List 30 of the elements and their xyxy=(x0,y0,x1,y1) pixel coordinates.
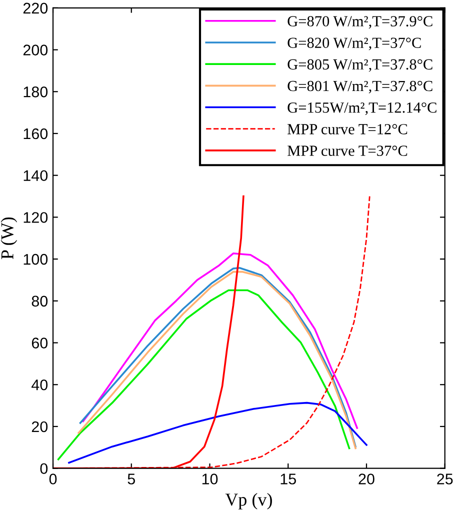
line-series xyxy=(82,252,358,429)
x-tick-label: 5 xyxy=(128,474,135,484)
y-axis-title: P (W) xyxy=(0,217,18,260)
legend-label: G=820 W/m²,T=37°C xyxy=(288,38,421,50)
x-tick-label: 15 xyxy=(280,474,296,484)
y-tick-label: 160 xyxy=(24,128,48,140)
line-series xyxy=(68,402,368,464)
y-tick-label: 60 xyxy=(32,338,48,348)
y-tick-label: 200 xyxy=(23,44,48,56)
y-tick-label: 100 xyxy=(24,254,48,265)
y-tick-label: 140 xyxy=(24,170,48,182)
legend-label: G=155W/m²,T=12.14°C xyxy=(288,102,436,115)
legend-label: G=805 W/m²,T=37.8°C xyxy=(288,59,432,72)
legend-label: MPP curve T=12°C xyxy=(288,124,408,134)
y-tick-label: 0 xyxy=(40,463,48,474)
line-series xyxy=(57,289,350,460)
legend-label: G=870 W/m²,T=37.9°C xyxy=(288,16,432,29)
legend-label: G=801 W/m²,T=37.8°C xyxy=(288,80,432,94)
x-tick-label: 10 xyxy=(202,474,218,484)
x-tick-label: 25 xyxy=(437,474,453,484)
legend-label: MPP curve T=37°C xyxy=(288,146,408,156)
x-axis-title: Vp (v) xyxy=(225,492,272,510)
y-tick-label: 20 xyxy=(32,421,48,432)
x-tick-label: 0 xyxy=(49,474,57,484)
y-tick-label: 40 xyxy=(32,379,48,390)
y-tick-label: 120 xyxy=(24,212,48,223)
y-tick-label: 180 xyxy=(24,86,48,98)
y-tick-label: 220 xyxy=(23,2,48,14)
x-tick-label: 20 xyxy=(358,474,374,484)
y-tick-label: 80 xyxy=(32,296,48,307)
